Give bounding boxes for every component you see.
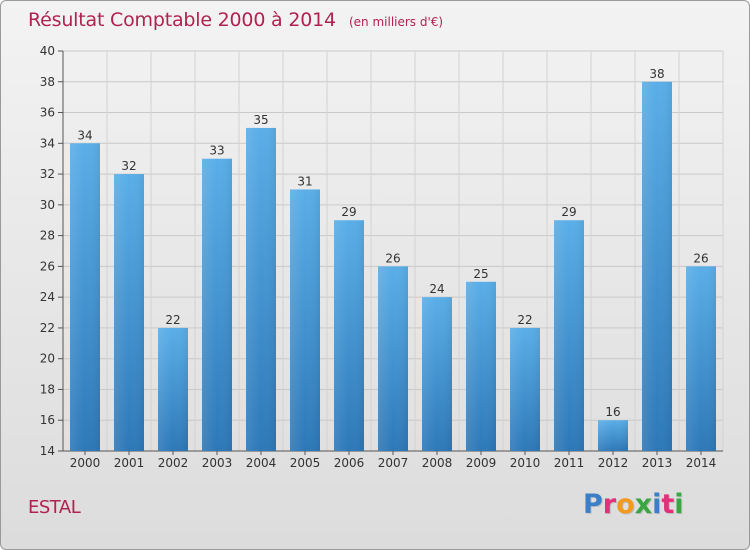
x-tick-label-2008: 2008 (422, 456, 453, 470)
value-label-2009: 25 (473, 267, 488, 281)
bar-shine-2014 (686, 266, 716, 451)
bar-shine-2008 (422, 297, 452, 451)
value-label-2000: 34 (77, 128, 92, 142)
bar-shine-2007 (378, 266, 408, 451)
y-tick-label-14: 14 (40, 444, 55, 458)
x-tick-label-2014: 2014 (686, 456, 717, 470)
logo-letter: i (674, 489, 684, 520)
logo-letter: i (652, 489, 662, 520)
chart-title: Résultat Comptable 2000 à 2014 (28, 9, 336, 31)
bar-shine-2010 (510, 327, 540, 451)
x-tick-label-2007: 2007 (378, 456, 409, 470)
value-label-2013: 38 (649, 67, 664, 81)
value-label-2012: 16 (605, 405, 620, 419)
value-label-2011: 29 (561, 205, 576, 219)
labels: 34 32 22 33 35 31 29 26 24 25 22 29 16 38 26 (77, 67, 708, 419)
x-tick-label-2001: 2001 (114, 456, 145, 470)
x-tick-label-2010: 2010 (510, 456, 541, 470)
value-label-2004: 35 (253, 113, 268, 127)
value-label-2014: 26 (693, 251, 708, 265)
value-label-2006: 29 (341, 205, 356, 219)
y-tick-label-40: 40 (40, 44, 55, 58)
x-tick-label-2004: 2004 (246, 456, 277, 470)
x-tick-label-2003: 2003 (202, 456, 233, 470)
y-tick-label-26: 26 (40, 259, 55, 273)
x-tick-label-2011: 2011 (554, 456, 585, 470)
logo-letter: x (634, 489, 653, 520)
bar-shine-2006 (334, 220, 364, 451)
x-tick-label-2000: 2000 (70, 456, 101, 470)
x-tick-label-2002: 2002 (158, 456, 189, 470)
bar-shine-2003 (202, 158, 232, 451)
y-tick-label-16: 16 (40, 413, 55, 427)
chart-title-block: Résultat Comptable 2000 à 2014 (en milli… (28, 9, 443, 31)
y-tick-label-24: 24 (40, 290, 55, 304)
logo-letter: o (616, 489, 635, 520)
bar-shine-2011 (554, 220, 584, 451)
value-label-2010: 22 (517, 313, 532, 327)
bar-shine-2004 (246, 127, 276, 451)
bar-shine-2005 (290, 189, 320, 451)
logo-letter: r (602, 489, 617, 520)
y-tick-label-22: 22 (40, 321, 55, 335)
value-label-2005: 31 (297, 174, 312, 188)
bar-shine-2002 (158, 327, 188, 451)
x-tick-label-2013: 2013 (642, 456, 673, 470)
logo-letter: t (661, 489, 675, 520)
y-tick-label-20: 20 (40, 352, 55, 366)
value-label-2001: 32 (121, 159, 136, 173)
proxiti-logo: Proxiti (583, 489, 684, 520)
value-label-2002: 22 (165, 313, 180, 327)
y-tick-label-38: 38 (40, 75, 55, 89)
y-tick-label-32: 32 (40, 167, 55, 181)
chart-subtitle: (en milliers d'€) (348, 15, 444, 29)
y-tick-label-36: 36 (40, 106, 55, 120)
x-tick-label-2006: 2006 (334, 456, 365, 470)
bar-shine-2001 (114, 174, 144, 452)
bar-shine-2012 (598, 420, 628, 451)
bar-shine-2000 (70, 143, 100, 452)
logo-letter: P (583, 489, 603, 520)
grid (62, 50, 724, 451)
y-tick-label-18: 18 (40, 382, 55, 396)
x-tick-label-2012: 2012 (598, 456, 629, 470)
bars (70, 81, 716, 452)
x-tick-label-2005: 2005 (290, 456, 321, 470)
value-label-2003: 33 (209, 144, 224, 158)
bar-shine-2013 (642, 81, 672, 452)
x-tick-label-2009: 2009 (466, 456, 497, 470)
axes: 14 16 18 20 22 24 26 28 30 32 34 36 38 40 2000 2001 2002… (40, 44, 723, 470)
y-tick-label-30: 30 (40, 198, 55, 212)
y-tick-label-34: 34 (40, 136, 55, 150)
commune-name: ESTAL (28, 497, 81, 518)
y-tick-label-28: 28 (40, 229, 55, 243)
value-label-2007: 26 (385, 251, 400, 265)
value-label-2008: 24 (429, 282, 444, 296)
bar-shine-2009 (466, 281, 496, 451)
